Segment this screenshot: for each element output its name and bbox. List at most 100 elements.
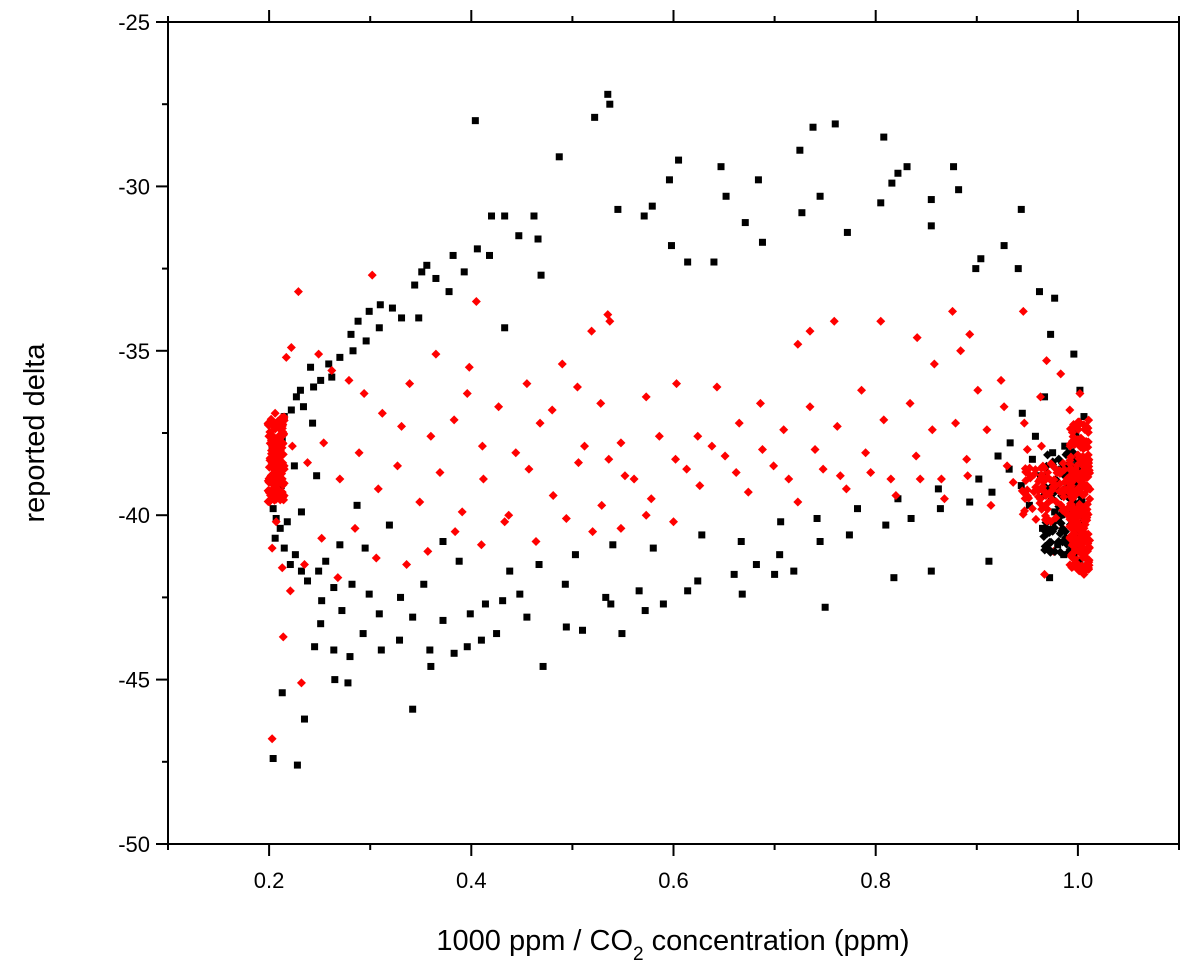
y-axis: -25 -30 -35 -40 -45 -50 bbox=[118, 10, 168, 857]
data-point bbox=[331, 676, 339, 684]
cluster-point bbox=[273, 477, 283, 487]
data-point bbox=[397, 421, 407, 431]
data-point bbox=[311, 643, 319, 651]
data-point bbox=[596, 398, 606, 408]
data-point bbox=[269, 505, 277, 513]
data-point bbox=[439, 538, 447, 546]
data-point bbox=[571, 551, 579, 559]
data-point bbox=[347, 330, 355, 338]
data-point bbox=[524, 464, 534, 474]
data-point bbox=[813, 514, 821, 522]
data-point bbox=[466, 610, 474, 618]
data-point bbox=[579, 626, 587, 634]
data-point bbox=[880, 133, 888, 141]
y-tick-label: -50 bbox=[118, 832, 150, 857]
data-point bbox=[877, 199, 885, 207]
data-point bbox=[485, 251, 493, 259]
data-point bbox=[325, 360, 333, 368]
data-point bbox=[322, 557, 330, 565]
data-point bbox=[562, 623, 570, 631]
data-point bbox=[376, 301, 384, 309]
data-point bbox=[665, 176, 673, 184]
data-point bbox=[426, 646, 434, 654]
data-point bbox=[1008, 477, 1018, 487]
data-point bbox=[522, 379, 532, 389]
cluster-point bbox=[1021, 467, 1031, 477]
data-point bbox=[1019, 418, 1029, 428]
data-point bbox=[710, 258, 718, 266]
data-point bbox=[672, 379, 682, 389]
data-point bbox=[287, 441, 297, 451]
data-point bbox=[530, 212, 538, 220]
data-point bbox=[460, 268, 468, 276]
data-point bbox=[790, 567, 798, 575]
data-point bbox=[845, 531, 853, 539]
cluster-point bbox=[269, 439, 279, 449]
data-point bbox=[539, 662, 547, 670]
data-point bbox=[313, 472, 321, 480]
data-point bbox=[829, 316, 839, 326]
data-point bbox=[303, 458, 313, 468]
data-point bbox=[297, 567, 305, 575]
data-point bbox=[648, 202, 656, 210]
data-point bbox=[722, 192, 730, 200]
data-point bbox=[694, 577, 702, 585]
data-point bbox=[535, 561, 543, 569]
cluster-point bbox=[1030, 465, 1040, 475]
data-point bbox=[309, 419, 317, 427]
data-point bbox=[843, 228, 851, 236]
data-point bbox=[572, 382, 582, 392]
data-point bbox=[597, 500, 607, 510]
cluster-point bbox=[1082, 499, 1092, 509]
data-point bbox=[730, 570, 738, 578]
data-point bbox=[1061, 442, 1069, 450]
data-point bbox=[1070, 350, 1078, 358]
cluster-point bbox=[1039, 463, 1049, 473]
data-point bbox=[398, 314, 406, 322]
data-point bbox=[493, 630, 501, 638]
data-point bbox=[982, 425, 992, 435]
data-point bbox=[777, 518, 785, 526]
data-point bbox=[1000, 242, 1008, 250]
cluster-point bbox=[1031, 482, 1041, 492]
cluster-point bbox=[1066, 491, 1076, 501]
data-point bbox=[537, 271, 545, 279]
cluster-point bbox=[1056, 468, 1066, 478]
data-point bbox=[939, 494, 949, 504]
data-point bbox=[649, 544, 657, 552]
data-point bbox=[481, 600, 489, 608]
y-tick-label: -45 bbox=[118, 668, 150, 693]
data-point bbox=[547, 405, 557, 415]
data-point bbox=[271, 534, 279, 542]
cluster-point bbox=[1054, 536, 1064, 546]
data-point bbox=[319, 438, 329, 448]
cluster-point bbox=[279, 414, 289, 424]
data-point bbox=[286, 343, 296, 353]
data-point bbox=[423, 546, 433, 556]
cluster-point bbox=[1018, 509, 1028, 519]
data-point bbox=[515, 232, 523, 240]
data-point bbox=[962, 454, 972, 464]
data-point bbox=[336, 353, 344, 361]
cluster-point bbox=[1081, 421, 1091, 431]
data-point bbox=[373, 484, 383, 494]
data-point bbox=[669, 517, 678, 527]
cluster-point bbox=[264, 431, 274, 441]
data-point bbox=[693, 431, 703, 441]
data-point bbox=[405, 379, 415, 389]
data-point bbox=[798, 209, 806, 217]
data-point bbox=[1022, 444, 1032, 454]
data-point bbox=[397, 593, 405, 601]
data-point bbox=[891, 490, 901, 500]
data-point bbox=[317, 376, 325, 384]
data-point bbox=[994, 452, 1002, 460]
data-point bbox=[344, 679, 352, 687]
data-point bbox=[580, 441, 590, 451]
data-point bbox=[882, 521, 890, 529]
data-point bbox=[805, 326, 815, 336]
data-point bbox=[741, 219, 749, 227]
data-point bbox=[1040, 569, 1050, 579]
data-point bbox=[317, 620, 325, 628]
data-point bbox=[310, 383, 318, 391]
data-point bbox=[831, 120, 839, 128]
